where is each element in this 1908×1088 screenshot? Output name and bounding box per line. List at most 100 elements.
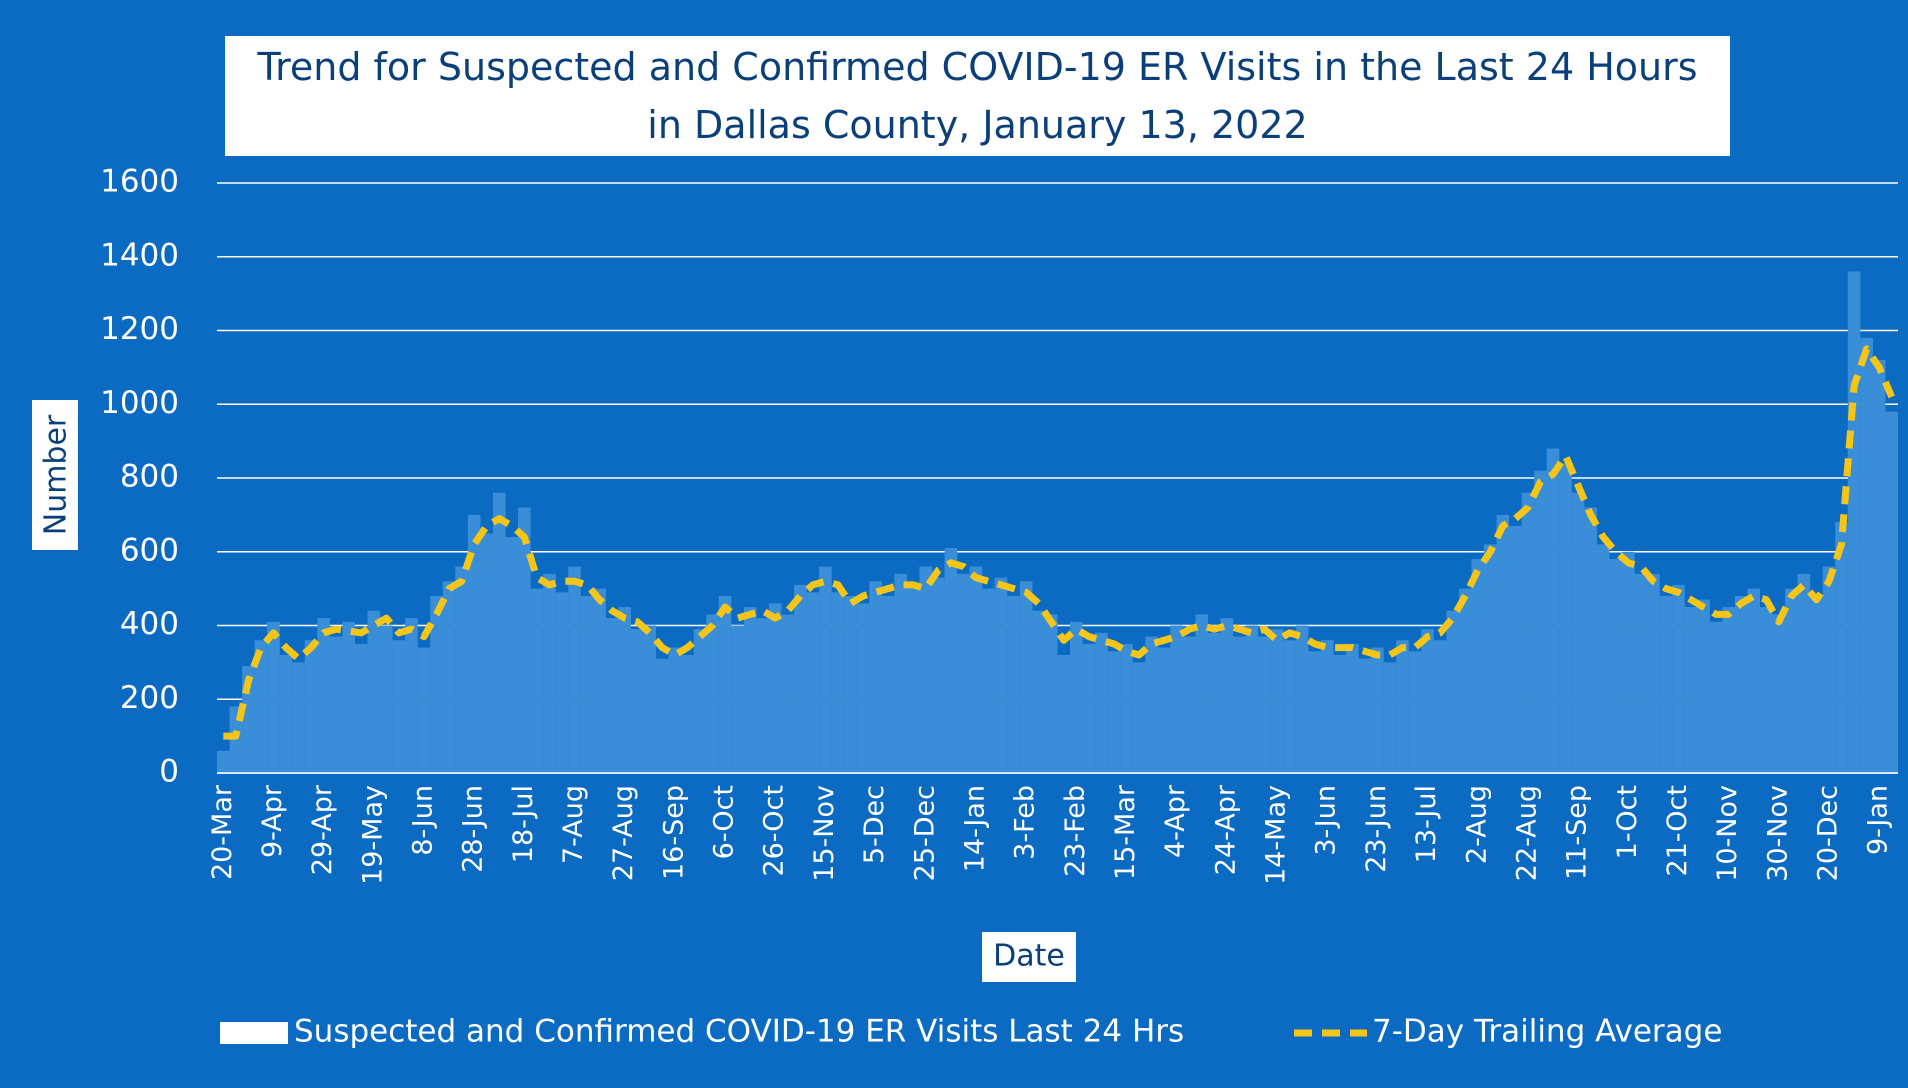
x-tick-label: 1-Oct	[1612, 785, 1643, 859]
bar	[1182, 636, 1196, 773]
bar	[1258, 636, 1271, 773]
x-tick-label: 16-Sep	[658, 785, 689, 880]
bar	[1847, 271, 1861, 773]
bar	[794, 584, 807, 773]
bar	[1308, 651, 1321, 773]
bar	[856, 603, 870, 773]
bar	[706, 614, 719, 773]
bar	[681, 655, 694, 773]
bar	[467, 514, 481, 773]
y-tick-label: 1000	[100, 385, 179, 421]
bar	[292, 662, 305, 773]
bar	[718, 596, 732, 773]
bar	[1082, 643, 1096, 773]
bar	[1684, 607, 1698, 773]
bar	[1346, 643, 1359, 773]
x-tick-label: 9-Jan	[1863, 785, 1894, 855]
x-tick-label: 30-Nov	[1762, 785, 1793, 882]
bar	[1044, 614, 1058, 773]
legend-swatch	[220, 1022, 288, 1044]
bar	[656, 658, 669, 773]
bar	[1421, 629, 1434, 773]
bar	[1785, 588, 1798, 773]
bar	[957, 573, 970, 773]
x-tick-label: 25-Dec	[909, 785, 940, 881]
bar	[267, 621, 280, 773]
y-tick-label: 1600	[100, 164, 179, 200]
bar	[919, 566, 933, 773]
bar	[1584, 507, 1597, 773]
bar	[505, 537, 519, 773]
y-tick-label: 1200	[100, 311, 179, 347]
bar	[342, 621, 355, 773]
bar	[743, 607, 757, 773]
bar	[1145, 636, 1158, 773]
bar	[1835, 522, 1848, 773]
x-tick-label: 23-Feb	[1060, 785, 1091, 877]
bar	[1408, 651, 1422, 773]
bar	[1170, 625, 1183, 773]
bar	[781, 614, 795, 773]
x-tick-label: 19-May	[357, 785, 388, 885]
x-tick-label: 13-Jul	[1411, 785, 1442, 863]
x-tick-label: 4-Apr	[1160, 784, 1191, 858]
bar	[1872, 360, 1886, 773]
bar	[1760, 607, 1773, 773]
y-tick-label: 400	[120, 606, 179, 642]
x-tick-label: 10-Nov	[1712, 785, 1743, 882]
bar	[1647, 573, 1660, 773]
bar	[1772, 614, 1786, 773]
bar	[1822, 566, 1836, 773]
y-tick-label: 1400	[100, 237, 179, 273]
bar	[1747, 588, 1761, 773]
x-tick-label: 8-Jun	[407, 785, 438, 856]
bar	[982, 588, 995, 773]
bar	[1722, 607, 1735, 773]
bar	[819, 566, 832, 773]
bar	[1358, 658, 1372, 773]
x-label-box	[982, 932, 1076, 982]
bar	[1396, 640, 1409, 773]
bar	[881, 596, 895, 773]
bar	[1797, 573, 1811, 773]
x-tick-label: 6-Oct	[709, 785, 740, 859]
bar	[894, 573, 907, 773]
bar	[492, 492, 506, 773]
bar	[442, 581, 456, 773]
y-tick-label: 600	[120, 532, 179, 568]
x-tick-label: 2-Aug	[1461, 785, 1492, 864]
x-tick-label: 15-Nov	[809, 785, 840, 882]
bar	[580, 596, 594, 773]
bar	[1107, 651, 1121, 773]
bar	[1496, 514, 1510, 773]
bar	[354, 643, 368, 773]
bar	[543, 573, 556, 773]
bar	[1709, 621, 1723, 773]
bar	[1534, 470, 1547, 773]
bar	[1032, 610, 1045, 773]
bar	[844, 596, 857, 773]
bar	[1446, 610, 1459, 773]
legend-label: 7-Day Trailing Average	[1372, 1014, 1722, 1050]
bar	[1697, 599, 1710, 773]
bar	[367, 610, 381, 773]
y-axis-label: Number	[39, 414, 74, 535]
bar	[618, 607, 631, 773]
bar	[768, 603, 782, 773]
bar	[1484, 544, 1497, 773]
trend-line	[223, 345, 1895, 740]
bar	[806, 592, 820, 773]
bar	[756, 618, 769, 773]
bar	[317, 618, 330, 773]
bar	[1433, 640, 1447, 773]
y-tick-label: 200	[120, 680, 179, 716]
bar	[254, 640, 268, 773]
bar	[630, 629, 644, 773]
x-axis-label: Date	[993, 939, 1065, 974]
bar	[1233, 636, 1246, 773]
bar	[1734, 596, 1748, 773]
bar	[1070, 621, 1083, 773]
x-tick-label: 14-May	[1261, 785, 1292, 885]
